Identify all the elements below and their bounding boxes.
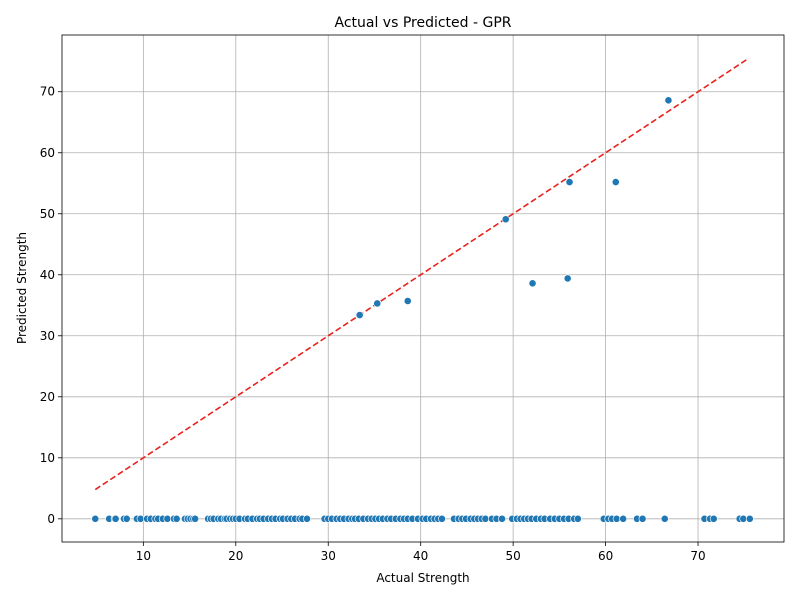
data-point xyxy=(91,514,100,523)
data-point xyxy=(660,514,669,523)
y-tick-label: 0 xyxy=(47,512,55,526)
data-point xyxy=(303,514,311,523)
y-tick-label: 40 xyxy=(40,268,55,282)
data-point xyxy=(501,215,510,224)
data-point xyxy=(136,514,145,523)
data-point xyxy=(481,514,490,523)
data-point xyxy=(664,96,673,105)
y-tick-label: 50 xyxy=(40,207,55,221)
data-point xyxy=(498,514,506,523)
data-point xyxy=(619,514,628,523)
y-tick-label: 20 xyxy=(40,390,55,404)
data-point xyxy=(111,514,120,523)
data-point xyxy=(563,274,572,283)
x-tick-label: 60 xyxy=(598,549,613,563)
identity-reference-line xyxy=(94,57,750,491)
grid xyxy=(62,35,784,542)
data-point xyxy=(438,514,446,523)
x-axis-label: Actual Strength xyxy=(376,571,469,585)
x-tick-label: 30 xyxy=(321,549,336,563)
plot-frame xyxy=(61,34,785,543)
x-tick-label: 50 xyxy=(505,549,520,563)
reference-line-layer xyxy=(94,57,750,491)
data-point xyxy=(565,178,574,186)
data-point xyxy=(709,514,718,523)
y-tick-label: 10 xyxy=(40,451,55,465)
data-point xyxy=(528,279,537,288)
data-point xyxy=(638,514,647,523)
points-layer xyxy=(91,96,754,523)
x-tick-label: 70 xyxy=(690,549,705,563)
data-point xyxy=(163,514,172,523)
y-tick-label: 70 xyxy=(40,85,55,99)
data-point xyxy=(611,178,620,186)
data-point xyxy=(373,299,382,308)
x-tick-label: 40 xyxy=(413,549,428,563)
data-point xyxy=(403,297,412,305)
y-tick-label: 30 xyxy=(40,329,55,343)
y-ticks: 0 10 20 30 40 50 60 70 xyxy=(40,85,62,526)
y-axis-label: Predicted Strength xyxy=(15,232,29,344)
data-point xyxy=(573,514,582,523)
x-tick-label: 10 xyxy=(136,549,151,563)
data-point xyxy=(191,514,200,523)
data-point xyxy=(122,514,131,523)
x-tick-label: 20 xyxy=(228,549,243,563)
data-point xyxy=(612,514,621,523)
x-ticks: 10 20 30 40 50 60 70 xyxy=(136,542,706,563)
data-point xyxy=(739,514,748,523)
data-point xyxy=(745,514,754,523)
data-point xyxy=(172,514,181,523)
data-point xyxy=(355,311,364,319)
chart-title: Actual vs Predicted - GPR xyxy=(334,15,511,31)
y-tick-label: 60 xyxy=(40,146,55,160)
